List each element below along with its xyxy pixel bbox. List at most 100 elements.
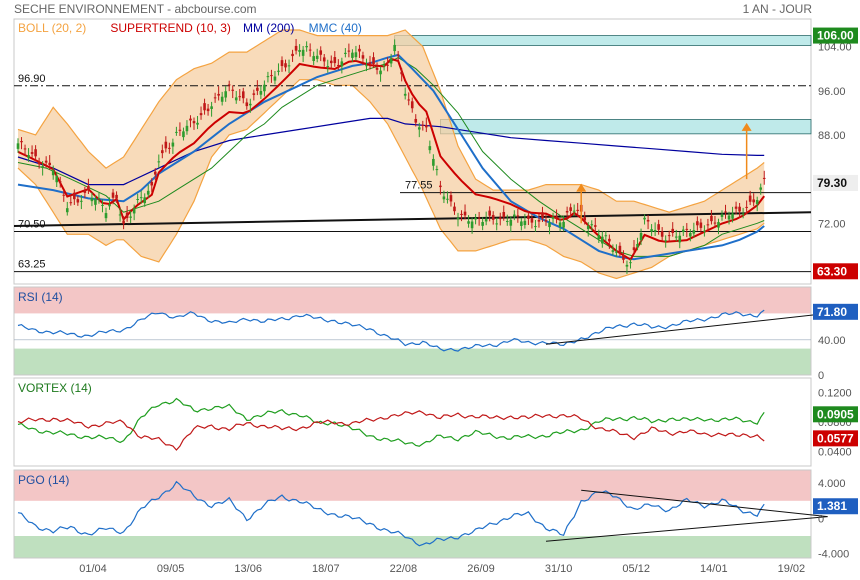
- candle-body: [417, 127, 421, 130]
- legend-item: SUPERTREND (10, 3): [110, 21, 230, 35]
- candle-body: [291, 53, 294, 57]
- rsi-badge-label: 71.80: [817, 305, 847, 319]
- candle-body: [615, 251, 618, 253]
- candle-body: [161, 150, 164, 154]
- candle-body: [37, 161, 41, 165]
- candle-body: [439, 185, 442, 188]
- pgo-triangle-upper: [581, 489, 828, 518]
- candle-body: [301, 49, 305, 56]
- candle-body: [234, 97, 238, 101]
- candle-body: [76, 199, 80, 203]
- price-badge-label: 79.30: [817, 176, 847, 190]
- price-tick-label: 72.00: [818, 218, 846, 230]
- candle-body: [664, 240, 667, 242]
- candle-body: [727, 215, 731, 220]
- candle-body: [646, 219, 650, 222]
- candle-body: [653, 230, 657, 232]
- support-trendline: [13, 211, 812, 228]
- candle-body: [720, 214, 724, 217]
- vortex-minus-line: [17, 410, 765, 451]
- candle-body: [463, 211, 467, 216]
- candle-body: [73, 192, 76, 200]
- candle-body: [270, 75, 273, 77]
- rsi-panel-frame: [13, 286, 812, 376]
- period-label[interactable]: 1 AN - JOUR: [742, 2, 812, 16]
- candle-body: [674, 236, 678, 238]
- candle-body: [30, 152, 34, 154]
- candle-body: [210, 106, 213, 109]
- price-tick-label: 96.00: [818, 86, 846, 98]
- vortex-minus-badge-label: 0.0577: [817, 431, 854, 445]
- candle-body: [372, 57, 375, 65]
- candle-body: [748, 195, 752, 202]
- rsi-badge: [813, 303, 858, 320]
- price-level-label: 63.25: [18, 259, 46, 271]
- candle-body: [69, 202, 73, 204]
- candle-body: [361, 55, 365, 59]
- candle-body: [329, 60, 333, 64]
- candle-body: [224, 91, 227, 98]
- rsi-overbought-zone: [14, 287, 811, 314]
- x-tick-label: 14/01: [700, 563, 728, 575]
- candle-body: [460, 213, 463, 215]
- candle-body: [583, 217, 587, 221]
- price-badge: [813, 174, 858, 191]
- candle-body: [256, 87, 259, 91]
- vortex-plus-badge: [813, 406, 858, 423]
- candle-body: [273, 76, 277, 81]
- candle-body: [692, 230, 696, 234]
- candle-body: [90, 197, 94, 202]
- candle-body: [16, 143, 20, 149]
- candle-body: [41, 166, 44, 168]
- candle-body: [477, 217, 481, 219]
- pgo-low-zone: [14, 536, 811, 558]
- pgo-title: PGO (14): [18, 473, 69, 487]
- candle-body: [516, 215, 520, 217]
- candle-body: [565, 211, 569, 213]
- candle-body: [643, 217, 646, 220]
- x-tick-label: 18/07: [312, 563, 340, 575]
- candle-body: [280, 60, 284, 67]
- candle-body: [449, 195, 453, 202]
- candle-body: [502, 211, 506, 218]
- candle-body: [206, 108, 210, 112]
- candle-body: [51, 170, 55, 176]
- candle-body: [572, 210, 576, 212]
- candle-body: [498, 217, 502, 220]
- candle-body: [544, 220, 548, 222]
- chart-title: SECHE ENVIRONNEMENT - abcbourse.com: [14, 2, 257, 16]
- candle-body: [520, 221, 523, 226]
- candle-body: [537, 219, 541, 222]
- candle-body: [657, 224, 660, 230]
- candle-body: [108, 204, 111, 207]
- candle-body: [534, 226, 537, 228]
- candle-body: [558, 222, 562, 228]
- candle-body: [287, 65, 291, 67]
- legend-item: BOLL (20, 2): [18, 21, 86, 35]
- candle-body: [425, 125, 428, 128]
- candle-body: [368, 62, 372, 65]
- candle-body: [442, 196, 446, 200]
- candle-body: [125, 212, 129, 219]
- candle-body: [505, 220, 509, 222]
- candle-body: [706, 224, 710, 226]
- candle-body: [58, 181, 62, 183]
- price-badge-label: 63.30: [817, 264, 847, 278]
- pgo-tick-label: -4.000: [818, 549, 849, 561]
- candle-body: [586, 225, 590, 230]
- candle-body: [62, 194, 66, 196]
- candle-body: [139, 197, 143, 199]
- price-panel-frame: [13, 18, 812, 285]
- candle-body: [351, 52, 354, 58]
- candle-body: [115, 194, 118, 199]
- candle-body: [488, 210, 491, 216]
- candle-body: [396, 54, 400, 56]
- candle-body: [667, 235, 671, 237]
- candle-body: [153, 171, 157, 175]
- pgo-high-zone: [14, 470, 811, 501]
- candle-body: [146, 190, 150, 195]
- candle-body: [734, 206, 738, 209]
- candle-body: [400, 71, 403, 75]
- candle-body: [491, 214, 495, 220]
